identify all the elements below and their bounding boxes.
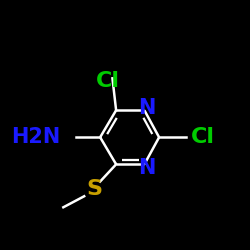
Text: N: N	[138, 158, 156, 178]
Text: H2N: H2N	[12, 127, 61, 147]
Text: N: N	[138, 98, 156, 118]
Text: Cl: Cl	[191, 127, 215, 147]
Text: S: S	[86, 179, 102, 199]
Text: Cl: Cl	[96, 71, 120, 91]
